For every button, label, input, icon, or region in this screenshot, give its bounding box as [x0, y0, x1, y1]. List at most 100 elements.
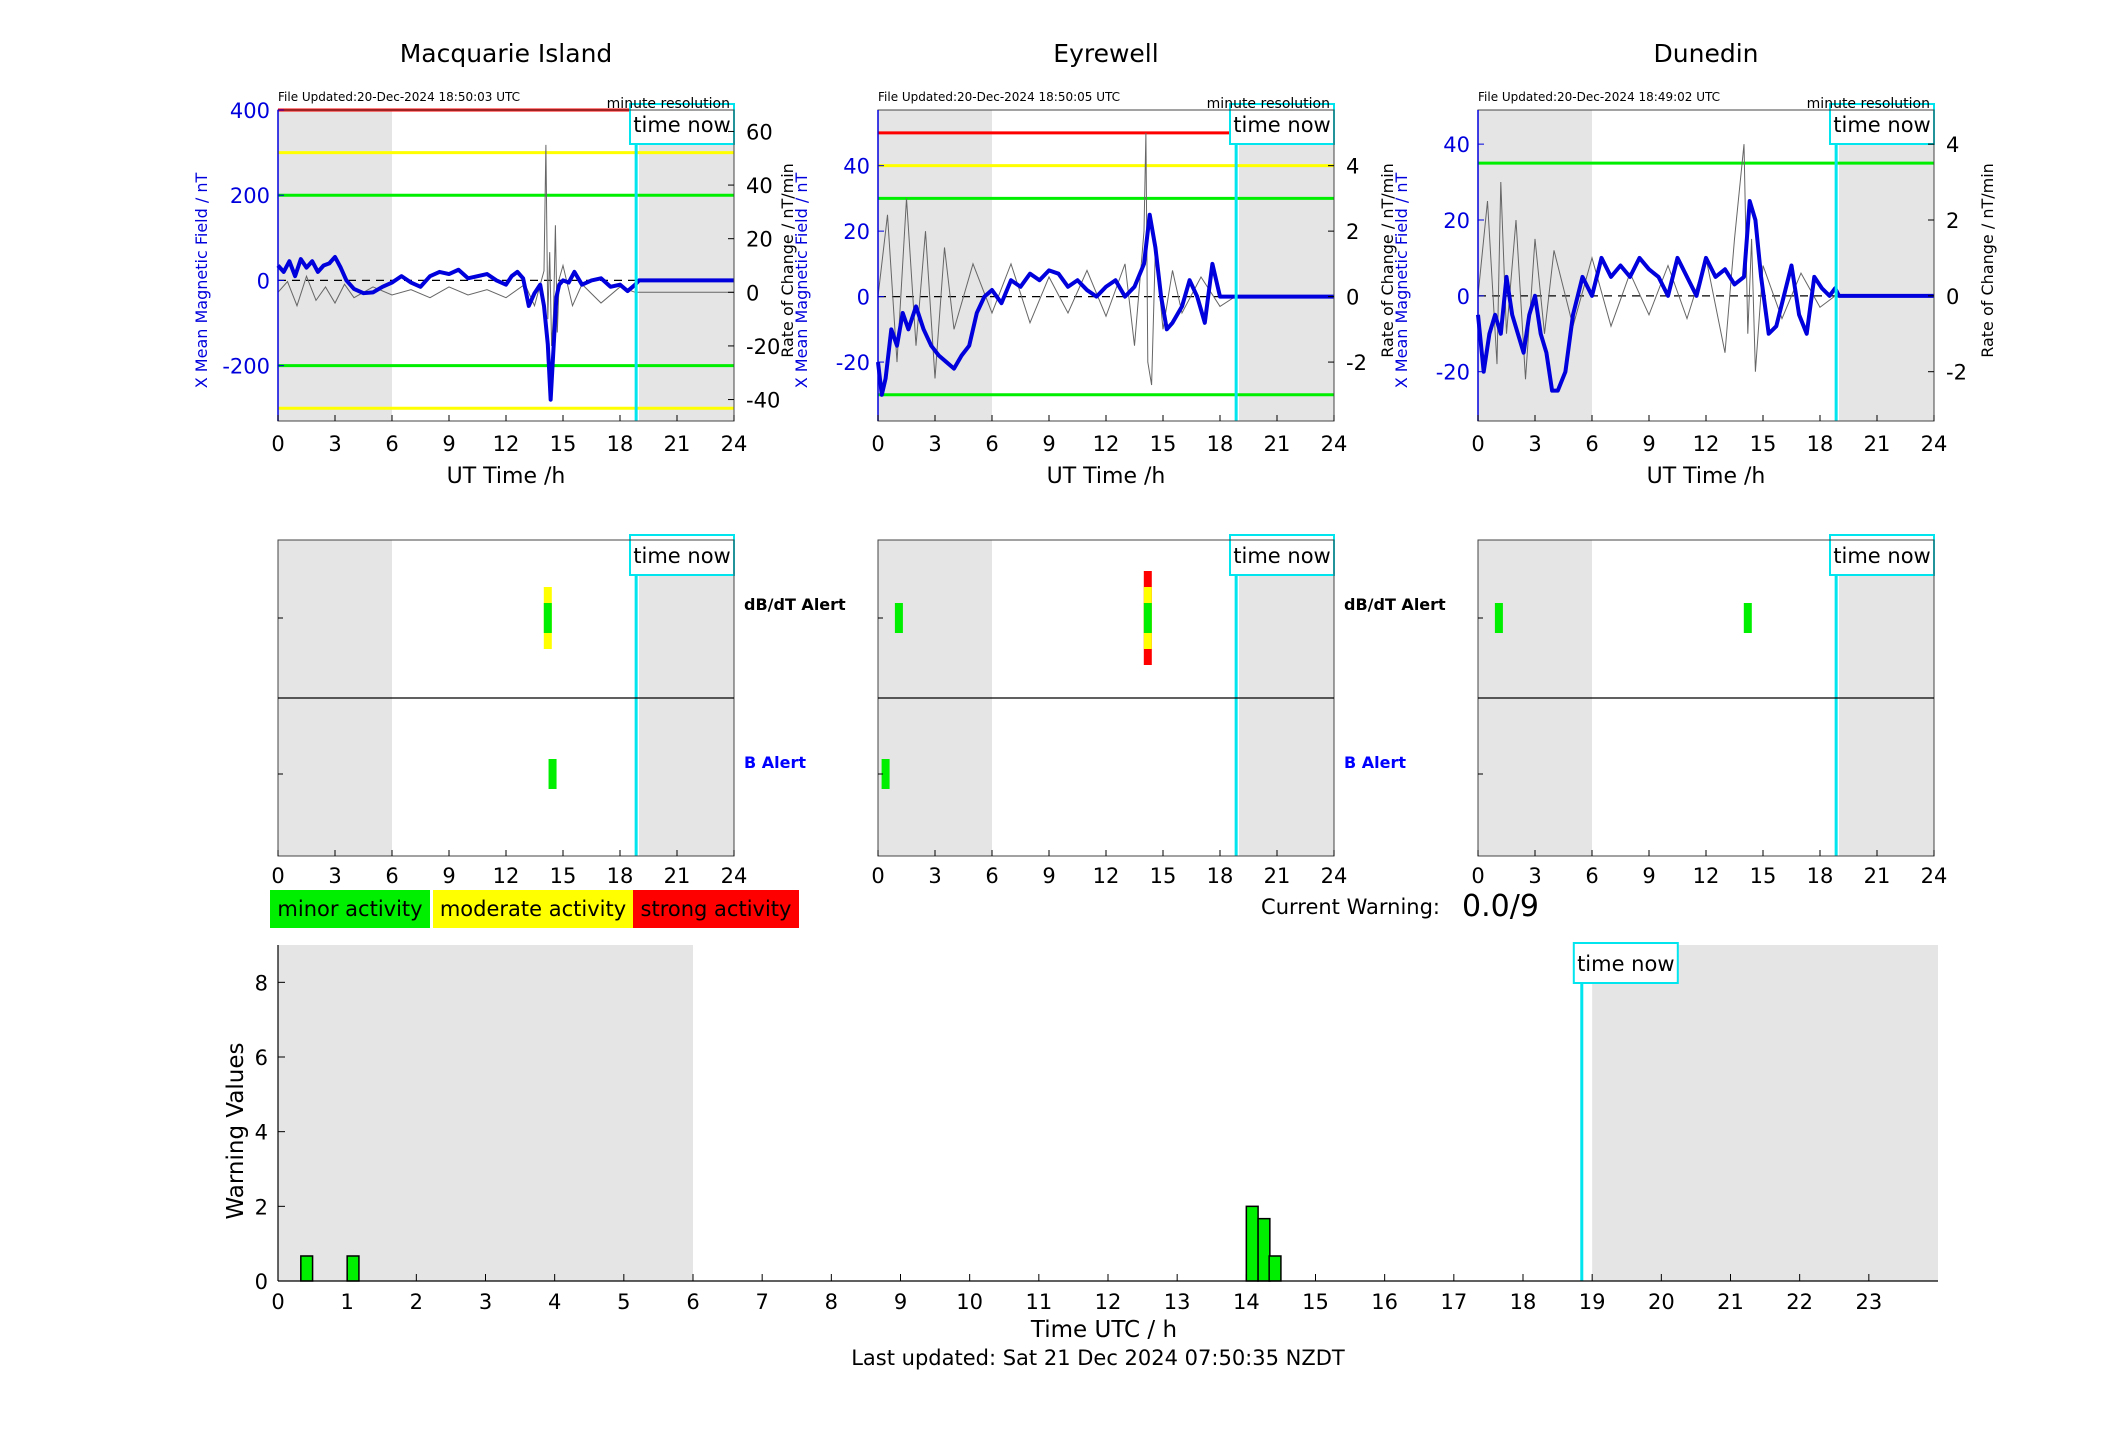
- x-tick-label: 10: [956, 1290, 983, 1314]
- x-tick-label: 12: [1693, 864, 1720, 888]
- y-left-tick-label: -20: [836, 351, 870, 375]
- x-tick-label: 22: [1786, 1290, 1813, 1314]
- x-tick-label: 21: [664, 432, 691, 456]
- time-now-label: time now: [1233, 544, 1330, 568]
- x-tick-label: 18: [1207, 432, 1234, 456]
- station-title: Dunedin: [1654, 39, 1759, 68]
- y-right-tick-label: 2: [1346, 220, 1359, 244]
- resolution-text: minute resolution: [607, 96, 730, 112]
- y-left-tick-label: 40: [1443, 133, 1470, 157]
- y-right-tick-label: 20: [746, 228, 773, 252]
- alert-plot-macquarie-island: time now 0 3 6 9 12 15 18 21 24 dB/dT Alert B Alert: [271, 534, 846, 888]
- x-axis-label: UT Time /h: [447, 464, 566, 489]
- alert-marker-minor: [1143, 603, 1152, 633]
- warning-bar: [1268, 1255, 1282, 1282]
- y-right-tick-label: -40: [746, 389, 780, 413]
- y-right-tick-label: -2: [1946, 361, 1967, 385]
- y-left-tick-label: 0: [257, 269, 270, 293]
- current-warning-value: 0.0/9: [1462, 889, 1539, 924]
- alert-plot-eyrewell: time now 0 3 6 9 12 15 18 21 24 dB/dT Alert B Alert: [871, 534, 1446, 888]
- dbdt-alert-label: dB/dT Alert: [1344, 595, 1446, 614]
- alert-marker-minor: [1743, 603, 1752, 633]
- alert-marker-minor: [543, 603, 552, 633]
- x-tick-label: 3: [328, 432, 341, 456]
- x-tick-label: 18: [1510, 1290, 1537, 1314]
- legend-label-moderate: moderate activity: [440, 897, 626, 921]
- y-right-tick-label: 2: [1946, 209, 1959, 233]
- file-updated-text: File Updated:20-Dec-2024 18:50:03 UTC: [278, 90, 520, 104]
- x-tick-label: 1: [340, 1290, 353, 1314]
- x-tick-label: 12: [1093, 432, 1120, 456]
- y-tick-label: 2: [255, 1195, 268, 1219]
- x-tick-label: 2: [410, 1290, 423, 1314]
- x-tick-label: 9: [1642, 432, 1655, 456]
- y-right-tick-label: 0: [746, 281, 759, 305]
- x-tick-label: 21: [1864, 432, 1891, 456]
- y-left-tick-label: 40: [843, 155, 870, 179]
- dbdt-alert-label: dB/dT Alert: [744, 595, 846, 614]
- legend-label-minor: minor activity: [277, 897, 422, 921]
- x-tick-label: 3: [1528, 432, 1541, 456]
- x-tick-label: 9: [1642, 864, 1655, 888]
- y-left-tick-label: 200: [230, 184, 270, 208]
- x-tick-label: 6: [985, 432, 998, 456]
- x-tick-label: 18: [1807, 432, 1834, 456]
- x-tick-label: 0: [871, 432, 884, 456]
- x-tick-label: 23: [1855, 1290, 1882, 1314]
- resolution-text: minute resolution: [1807, 96, 1930, 112]
- x-tick-label: 6: [686, 1290, 699, 1314]
- x-tick-label: 21: [1264, 432, 1291, 456]
- x-tick-label: 24: [1921, 864, 1948, 888]
- x-tick-label: 9: [442, 432, 455, 456]
- field-series: [276, 254, 734, 402]
- x-tick-label: 0: [1471, 432, 1484, 456]
- y-left-tick-label: 20: [1443, 209, 1470, 233]
- y-right-tick-label: 40: [746, 174, 773, 198]
- x-tick-label: 6: [385, 432, 398, 456]
- x-tick-label: 12: [1095, 1290, 1122, 1314]
- x-tick-label: 5: [617, 1290, 630, 1314]
- x-tick-label: 6: [385, 864, 398, 888]
- station-title: Eyrewell: [1053, 39, 1158, 68]
- x-tick-label: 7: [755, 1290, 768, 1314]
- alert-marker-minor: [894, 603, 903, 633]
- x-tick-label: 15: [1150, 432, 1177, 456]
- resolution-text: minute resolution: [1207, 96, 1330, 112]
- x-tick-label: 9: [1042, 864, 1055, 888]
- x-tick-label: 13: [1164, 1290, 1191, 1314]
- rate-of-change-series: [1477, 144, 1934, 380]
- rate-of-change-series: [877, 132, 1334, 386]
- current-warning-label: Current Warning:: [1261, 895, 1440, 919]
- x-tick-label: 3: [1528, 864, 1541, 888]
- time-now-label: time now: [1833, 113, 1930, 137]
- y-left-tick-label: 400: [230, 99, 270, 123]
- y-right-axis-label: Rate of Change / nT/min: [778, 163, 797, 358]
- x-tick-label: 15: [1150, 864, 1177, 888]
- legend-label-strong: strong activity: [641, 897, 792, 921]
- x-tick-label: 0: [1471, 864, 1484, 888]
- y-tick-label: 6: [255, 1046, 268, 1070]
- time-now-label: time now: [1233, 113, 1330, 137]
- y-right-axis-label: Rate of Change / nT/min: [1978, 163, 1997, 358]
- y-tick-label: 8: [255, 971, 268, 995]
- y-left-tick-label: 0: [857, 286, 870, 310]
- station-title: Macquarie Island: [400, 39, 613, 68]
- y-left-tick-label: 0: [1457, 285, 1470, 309]
- x-tick-label: 19: [1579, 1290, 1606, 1314]
- time-now-box: [1572, 942, 1679, 984]
- time-now-label: time now: [633, 113, 730, 137]
- x-tick-label: 18: [607, 864, 634, 888]
- x-tick-label: 16: [1371, 1290, 1398, 1314]
- file-updated-text: File Updated:20-Dec-2024 18:49:02 UTC: [1478, 90, 1720, 104]
- x-tick-label: 18: [607, 432, 634, 456]
- x-tick-label: 24: [721, 864, 748, 888]
- warning-bar: [300, 1255, 314, 1282]
- x-tick-label: 24: [1921, 432, 1948, 456]
- time-now-box: [629, 534, 735, 576]
- b-alert-label: B Alert: [1344, 753, 1406, 772]
- activity-legend: minor activity moderate activity strong …: [270, 890, 799, 928]
- night-shade: [1592, 945, 1938, 1281]
- x-tick-label: 9: [1042, 432, 1055, 456]
- alert-marker-minor: [1494, 603, 1503, 633]
